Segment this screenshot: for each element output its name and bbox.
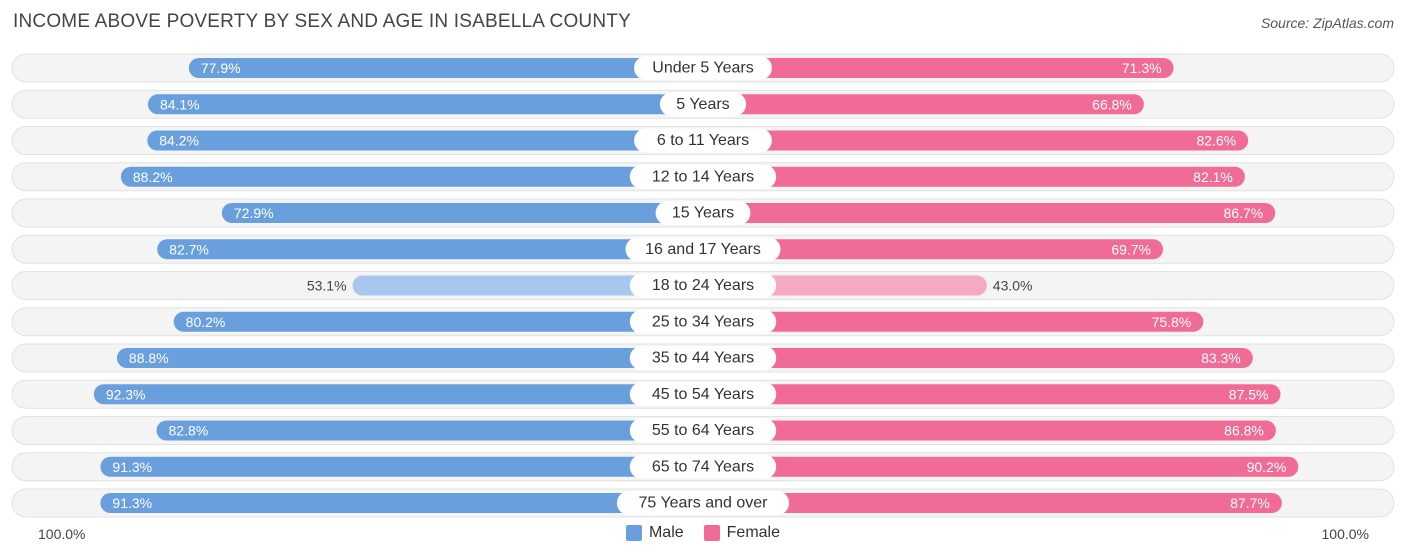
male-value-label: 80.2%	[186, 314, 226, 330]
category-label: 25 to 34 Years	[652, 313, 754, 330]
male-bar	[173, 311, 703, 332]
category-pill	[629, 164, 777, 189]
female-bar	[703, 94, 1144, 115]
category-pill	[629, 273, 777, 298]
male-value-label: 77.9%	[201, 60, 241, 76]
category-pill	[634, 56, 772, 80]
category-label: 6 to 11 Years	[657, 132, 749, 149]
female-value-label: 86.7%	[1224, 205, 1264, 221]
male-bar	[100, 456, 704, 477]
male-value-label: 88.2%	[133, 169, 173, 185]
female-value-label: 66.8%	[1092, 96, 1132, 112]
female-bar	[703, 420, 1276, 441]
female-value-label: 71.3%	[1122, 60, 1162, 76]
male-value-label: 88.8%	[129, 350, 169, 366]
female-value-label: 87.5%	[1229, 386, 1269, 402]
legend-item-male[interactable]: Male	[625, 524, 684, 542]
female-bar	[703, 130, 1249, 151]
male-bar	[100, 493, 704, 513]
female-bar	[703, 384, 1281, 405]
category-label: 65 to 74 Years	[652, 458, 754, 475]
category-pill	[629, 309, 777, 334]
legend-item-female[interactable]: Female	[703, 524, 781, 542]
female-bar	[703, 311, 1204, 332]
male-bar	[93, 384, 703, 405]
male-value-label: 92.3%	[106, 386, 146, 402]
category-pill	[634, 128, 772, 153]
category-label: 5 Years	[676, 96, 729, 113]
male-bar	[116, 348, 704, 368]
female-bar	[703, 203, 1276, 223]
male-bar	[147, 130, 703, 151]
female-value-label: 43.0%	[993, 278, 1033, 294]
axis-right-label: 100.0%	[1321, 526, 1369, 542]
category-pill	[629, 382, 777, 407]
female-bar	[703, 239, 1164, 260]
source-note: Source: ZipAtlas.com	[1260, 15, 1394, 31]
male-bar	[157, 239, 703, 260]
category-label: 45 to 54 Years	[652, 386, 754, 403]
category-label: 35 to 44 Years	[652, 350, 754, 367]
female-bar	[703, 493, 1282, 513]
male-value-label: 72.9%	[234, 205, 274, 221]
male-bar	[120, 166, 703, 187]
male-bar	[221, 203, 704, 223]
category-label: 15 Years	[672, 205, 734, 222]
female-value-label: 87.7%	[1230, 495, 1270, 511]
category-pill	[629, 418, 777, 443]
female-bar	[703, 348, 1253, 368]
female-value-label: 86.8%	[1224, 423, 1264, 439]
male-bar	[156, 420, 703, 441]
legend-female-label: Female	[726, 524, 781, 541]
category-pill	[629, 454, 777, 479]
female-bar	[703, 456, 1299, 477]
male-value-label: 82.7%	[169, 241, 209, 257]
male-bar	[147, 94, 703, 115]
legend: Male Female	[0, 524, 1406, 542]
female-bar	[703, 166, 1245, 187]
category-label: 55 to 64 Years	[652, 422, 754, 439]
female-value-label: 83.3%	[1201, 350, 1241, 366]
male-value-label: 53.1%	[307, 278, 347, 294]
male-swatch-icon	[625, 525, 642, 541]
category-label: 16 and 17 Years	[645, 241, 761, 258]
category-label: 75 Years and over	[639, 495, 769, 512]
female-swatch-icon	[703, 525, 720, 541]
male-value-label: 84.1%	[160, 96, 200, 112]
category-label: 18 to 24 Years	[652, 277, 754, 294]
male-value-label: 82.8%	[169, 423, 209, 439]
category-pill	[616, 491, 790, 515]
female-value-label: 69.7%	[1111, 241, 1151, 257]
axis-left-label: 100.0%	[38, 526, 86, 542]
chart-title: INCOME ABOVE POVERTY BY SEX AND AGE IN I…	[13, 11, 631, 32]
female-value-label: 82.6%	[1196, 133, 1236, 149]
category-pill	[659, 92, 747, 117]
male-value-label: 84.2%	[159, 133, 199, 149]
female-value-label: 82.1%	[1193, 169, 1233, 185]
category-pill	[629, 346, 777, 370]
category-pill	[625, 237, 781, 262]
female-value-label: 75.8%	[1152, 314, 1192, 330]
female-bar	[703, 58, 1174, 78]
category-label: Under 5 Years	[652, 60, 753, 77]
male-value-label: 91.3%	[112, 495, 152, 511]
category-pill	[655, 201, 751, 225]
bar-chart: 77.9% 71.3% Under 5 Years 84.1% 66.8% 5 Years…	[11, 53, 1395, 518]
male-bar	[352, 275, 703, 296]
legend-male-label: Male	[648, 524, 684, 541]
female-value-label: 90.2%	[1247, 459, 1287, 475]
male-bar	[188, 58, 704, 78]
male-value-label: 91.3%	[112, 459, 152, 475]
category-label: 12 to 14 Years	[652, 168, 754, 185]
